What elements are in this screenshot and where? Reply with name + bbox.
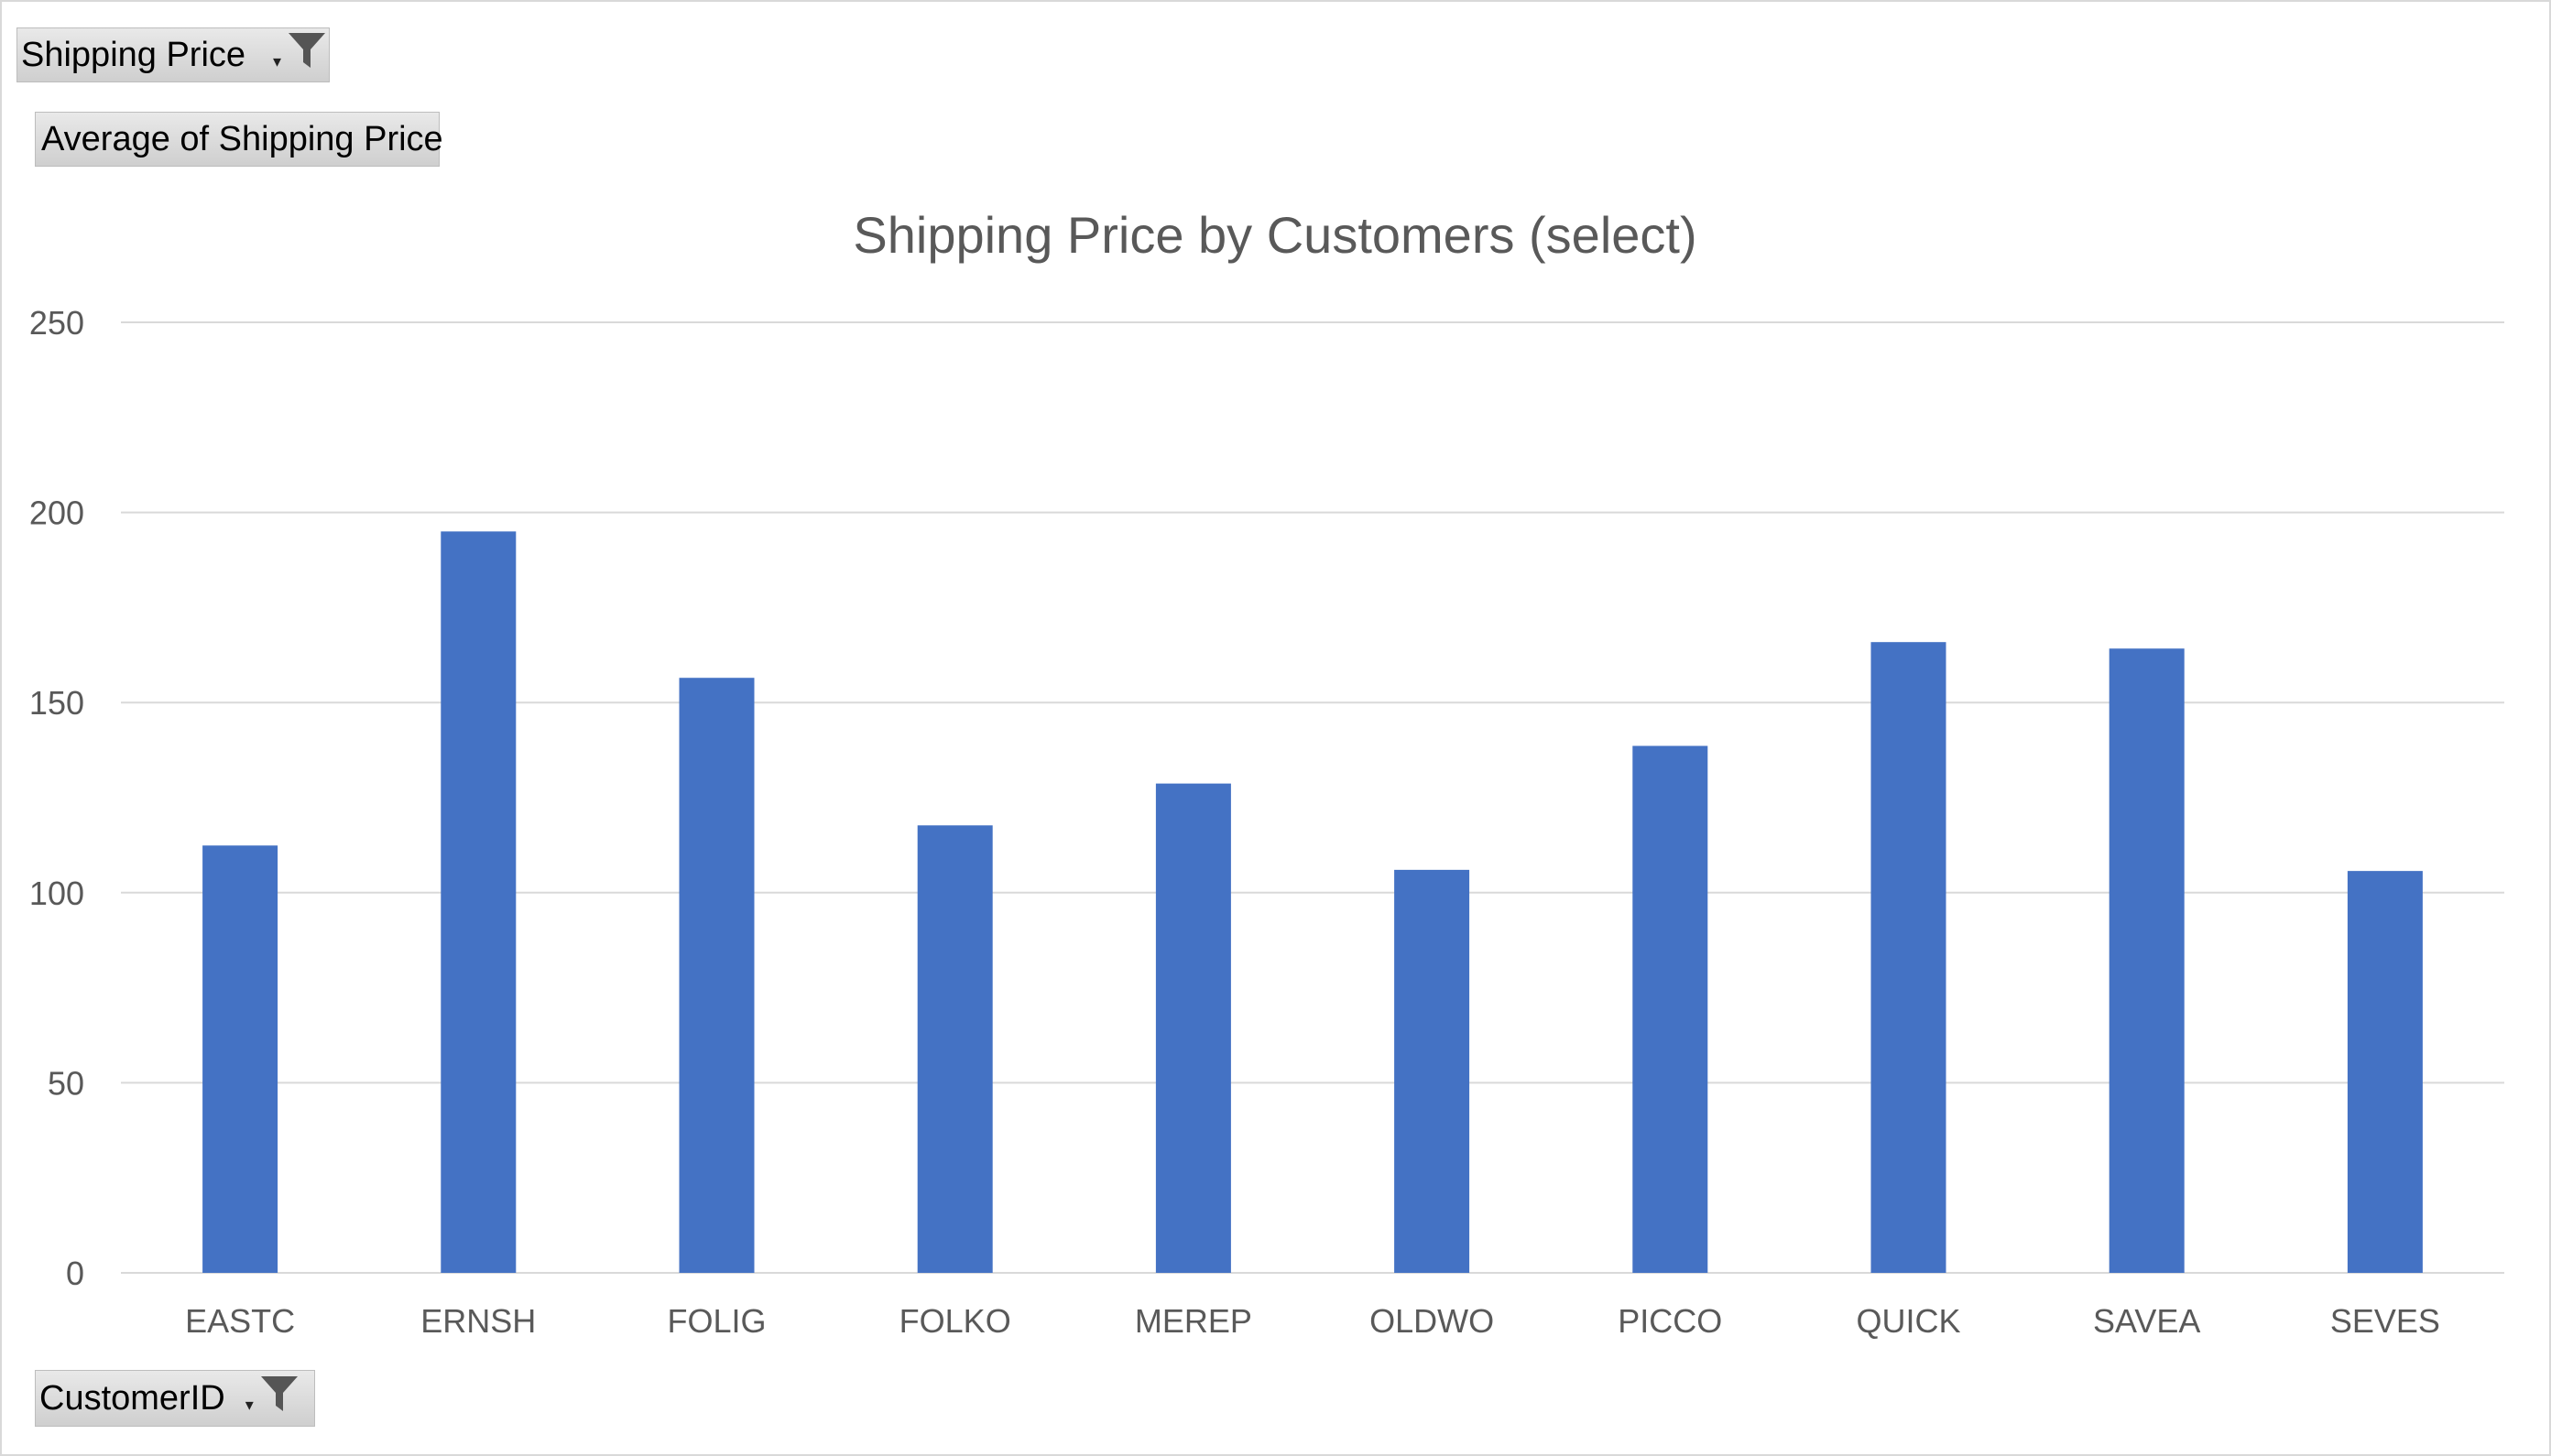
customer-id-axis-field-button[interactable]: CustomerID ▾	[35, 1370, 315, 1427]
bar-savea	[2109, 648, 2185, 1273]
dropdown-arrow-icon: ▾	[273, 51, 282, 71]
funnel-filter-icon	[259, 1375, 300, 1422]
x-category-label: QUICK	[1856, 1302, 1960, 1340]
axis-field-label: CustomerID	[39, 1378, 225, 1418]
filter-field-label: Shipping Price	[21, 35, 246, 74]
x-category-label: FOLIG	[667, 1302, 766, 1340]
average-shipping-price-value-button[interactable]: Average of Shipping Price	[35, 112, 443, 167]
x-category-label: OLDWO	[1369, 1302, 1494, 1340]
y-tick-label: 50	[48, 1064, 84, 1102]
y-tick-label: 250	[29, 304, 84, 342]
funnel-filter-icon	[287, 31, 327, 79]
chart-title: Shipping Price by Customers (select)	[853, 206, 1696, 264]
y-tick-label: 0	[66, 1255, 84, 1292]
bar-seves	[2347, 871, 2423, 1273]
x-category-label: FOLKO	[899, 1302, 1011, 1340]
dropdown-arrow-icon: ▾	[245, 1395, 254, 1414]
x-axis-category-labels: EASTC ERNSH FOLIG FOLKO MEREP OLDWO PICCO QUICK…	[185, 1302, 2440, 1340]
gridlines	[121, 321, 2504, 1274]
x-category-label: ERNSH	[420, 1302, 536, 1340]
bar-folko	[917, 825, 993, 1273]
bars	[202, 531, 2423, 1273]
x-category-label: SAVEA	[2093, 1302, 2200, 1340]
bar-picco	[1632, 745, 1708, 1273]
bar-oldwo	[1394, 869, 1470, 1273]
y-axis-tick-labels: 0 50 100 150 200 250	[29, 304, 84, 1292]
bar-quick	[1870, 642, 1946, 1273]
value-field-label: Average of Shipping Price	[41, 119, 443, 158]
bar-folig	[679, 678, 755, 1273]
x-category-label: SEVES	[2330, 1302, 2440, 1340]
y-tick-label: 100	[29, 875, 84, 912]
bar-eastc	[202, 845, 278, 1273]
x-category-label: MEREP	[1135, 1302, 1252, 1340]
shipping-price-filter-button[interactable]: Shipping Price ▾	[16, 27, 330, 82]
bar-ernsh	[441, 531, 517, 1273]
y-tick-label: 150	[29, 684, 84, 722]
x-category-label: EASTC	[185, 1302, 295, 1340]
y-tick-label: 200	[29, 494, 84, 532]
bar-merep	[1155, 783, 1231, 1273]
x-category-label: PICCO	[1618, 1302, 1722, 1340]
